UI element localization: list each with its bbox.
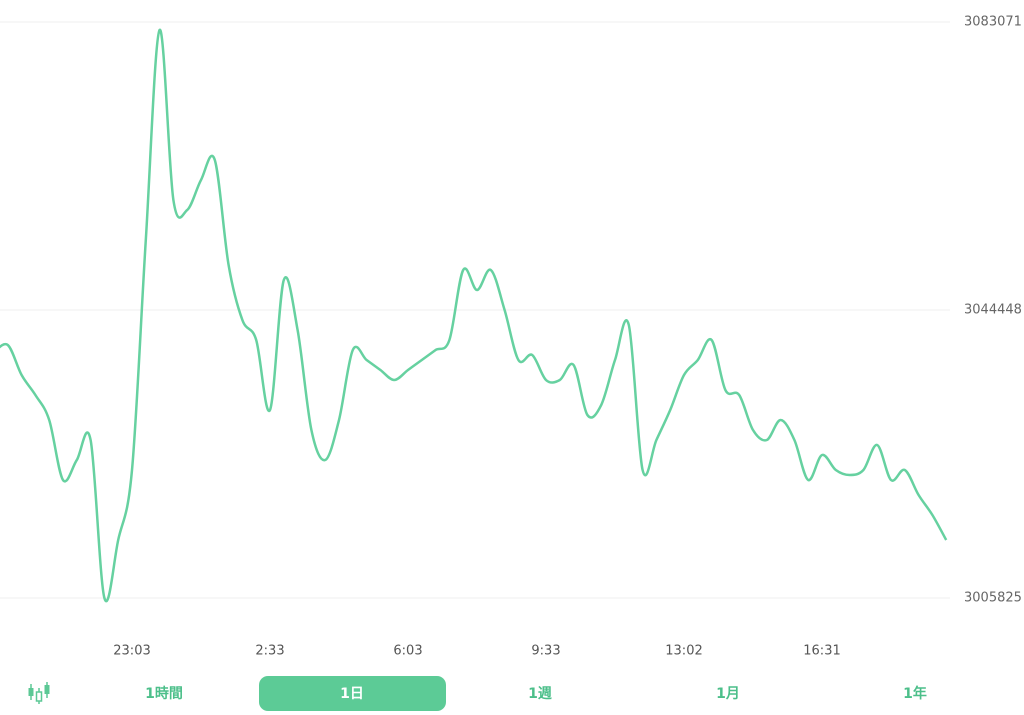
range-tab[interactable]: 1週 [528,686,552,702]
tab-label[interactable]: 1時間 [145,685,183,702]
x-tick-label: 6:03 [393,644,422,659]
selected-tab-background [259,676,446,711]
candlestick-icon[interactable] [28,682,50,704]
y-tick-label: 3005825 [964,591,1022,606]
range-tab[interactable]: 1月 [716,686,740,702]
range-tab[interactable]: 1年 [903,685,927,702]
tab-label[interactable]: 1日 [340,686,364,702]
price-line [0,28,948,603]
range-tab[interactable]: 1日 [259,676,446,711]
x-tick-label: 16:31 [803,644,840,659]
x-tick-label: 2:33 [255,644,284,659]
y-tick-label: 3083071 [964,15,1022,30]
y-tick-label: 3044448 [964,303,1022,318]
tab-label[interactable]: 1月 [716,686,740,702]
x-tick-label: 9:33 [531,644,560,659]
x-tick-label: 23:03 [113,644,150,659]
range-tab[interactable]: 1時間 [145,685,183,702]
tab-label[interactable]: 1週 [528,686,552,702]
x-tick-label: 13:02 [665,644,702,659]
tab-label[interactable]: 1年 [903,685,927,702]
